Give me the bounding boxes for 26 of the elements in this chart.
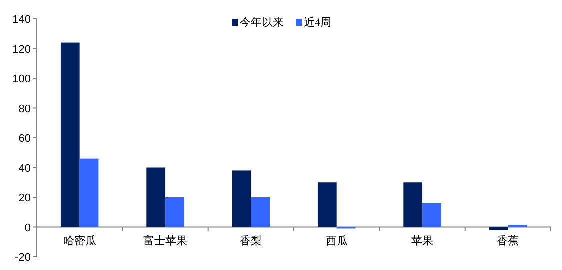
y-tick-label: 40 bbox=[18, 162, 31, 175]
x-tick-label: 富士苹果 bbox=[144, 234, 188, 248]
x-tick-label: 香梨 bbox=[240, 234, 262, 248]
bar bbox=[232, 170, 252, 228]
x-tick-label: 西瓜 bbox=[326, 234, 348, 248]
legend-label: 近4周 bbox=[304, 16, 332, 29]
bar bbox=[166, 198, 184, 228]
x-tick-label: 苹果 bbox=[412, 235, 434, 248]
y-tick-label: 60 bbox=[18, 133, 31, 145]
bar bbox=[404, 182, 422, 228]
bar bbox=[60, 42, 80, 228]
bar bbox=[318, 182, 337, 228]
y-tick-label: 20 bbox=[18, 192, 31, 204]
y-tick-label: -20 bbox=[15, 252, 31, 264]
bar bbox=[80, 158, 99, 228]
y-tick-label: 100 bbox=[12, 74, 31, 86]
y-tick-label: 120 bbox=[12, 44, 31, 56]
x-tick-label: 哈密瓜 bbox=[63, 234, 96, 248]
y-tick-label: 0 bbox=[24, 222, 31, 234]
y-tick-label: 80 bbox=[18, 103, 31, 116]
bar bbox=[146, 168, 166, 228]
x-tick-label: 香蕉 bbox=[497, 234, 520, 248]
legend-label: 今年以来 bbox=[240, 16, 284, 29]
bar bbox=[422, 203, 442, 228]
y-tick-label: 140 bbox=[12, 14, 31, 26]
bar bbox=[251, 198, 270, 228]
